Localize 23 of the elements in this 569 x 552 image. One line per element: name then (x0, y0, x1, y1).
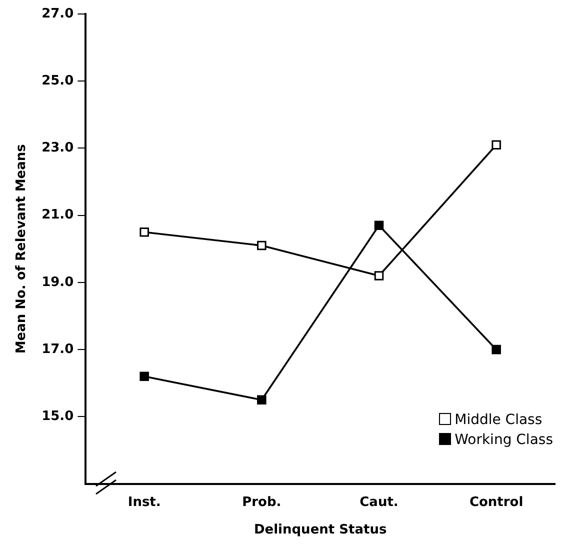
x-tick-label: Caut. (360, 494, 398, 510)
y-tick-label: 17.0 (42, 342, 74, 357)
x-axis-title: Delinquent Status (254, 522, 387, 538)
legend-label: Middle Class (454, 411, 544, 430)
point (257, 395, 266, 405)
legend-label: Working Class (454, 431, 553, 450)
x-tick-label: Prob. (242, 494, 282, 510)
point (374, 220, 384, 230)
y-tick-label: 19.0 (42, 274, 74, 290)
point (492, 344, 501, 354)
y-tick-label: 15.0 (42, 409, 74, 424)
y-tick-label: 25.0 (42, 73, 74, 88)
point (492, 140, 501, 150)
point (140, 227, 149, 237)
y-axis-title: Mean No. of Relevant Means (14, 144, 30, 354)
y-tick-label: 27.0 (42, 6, 74, 22)
point (140, 372, 149, 382)
point (374, 271, 384, 280)
x-tick-label: Inst. (128, 494, 161, 510)
point (257, 240, 266, 250)
y-tick-label: 21.0 (42, 208, 74, 223)
y-tick-label: 23.0 (42, 140, 74, 156)
x-tick-label: Control (469, 494, 524, 510)
